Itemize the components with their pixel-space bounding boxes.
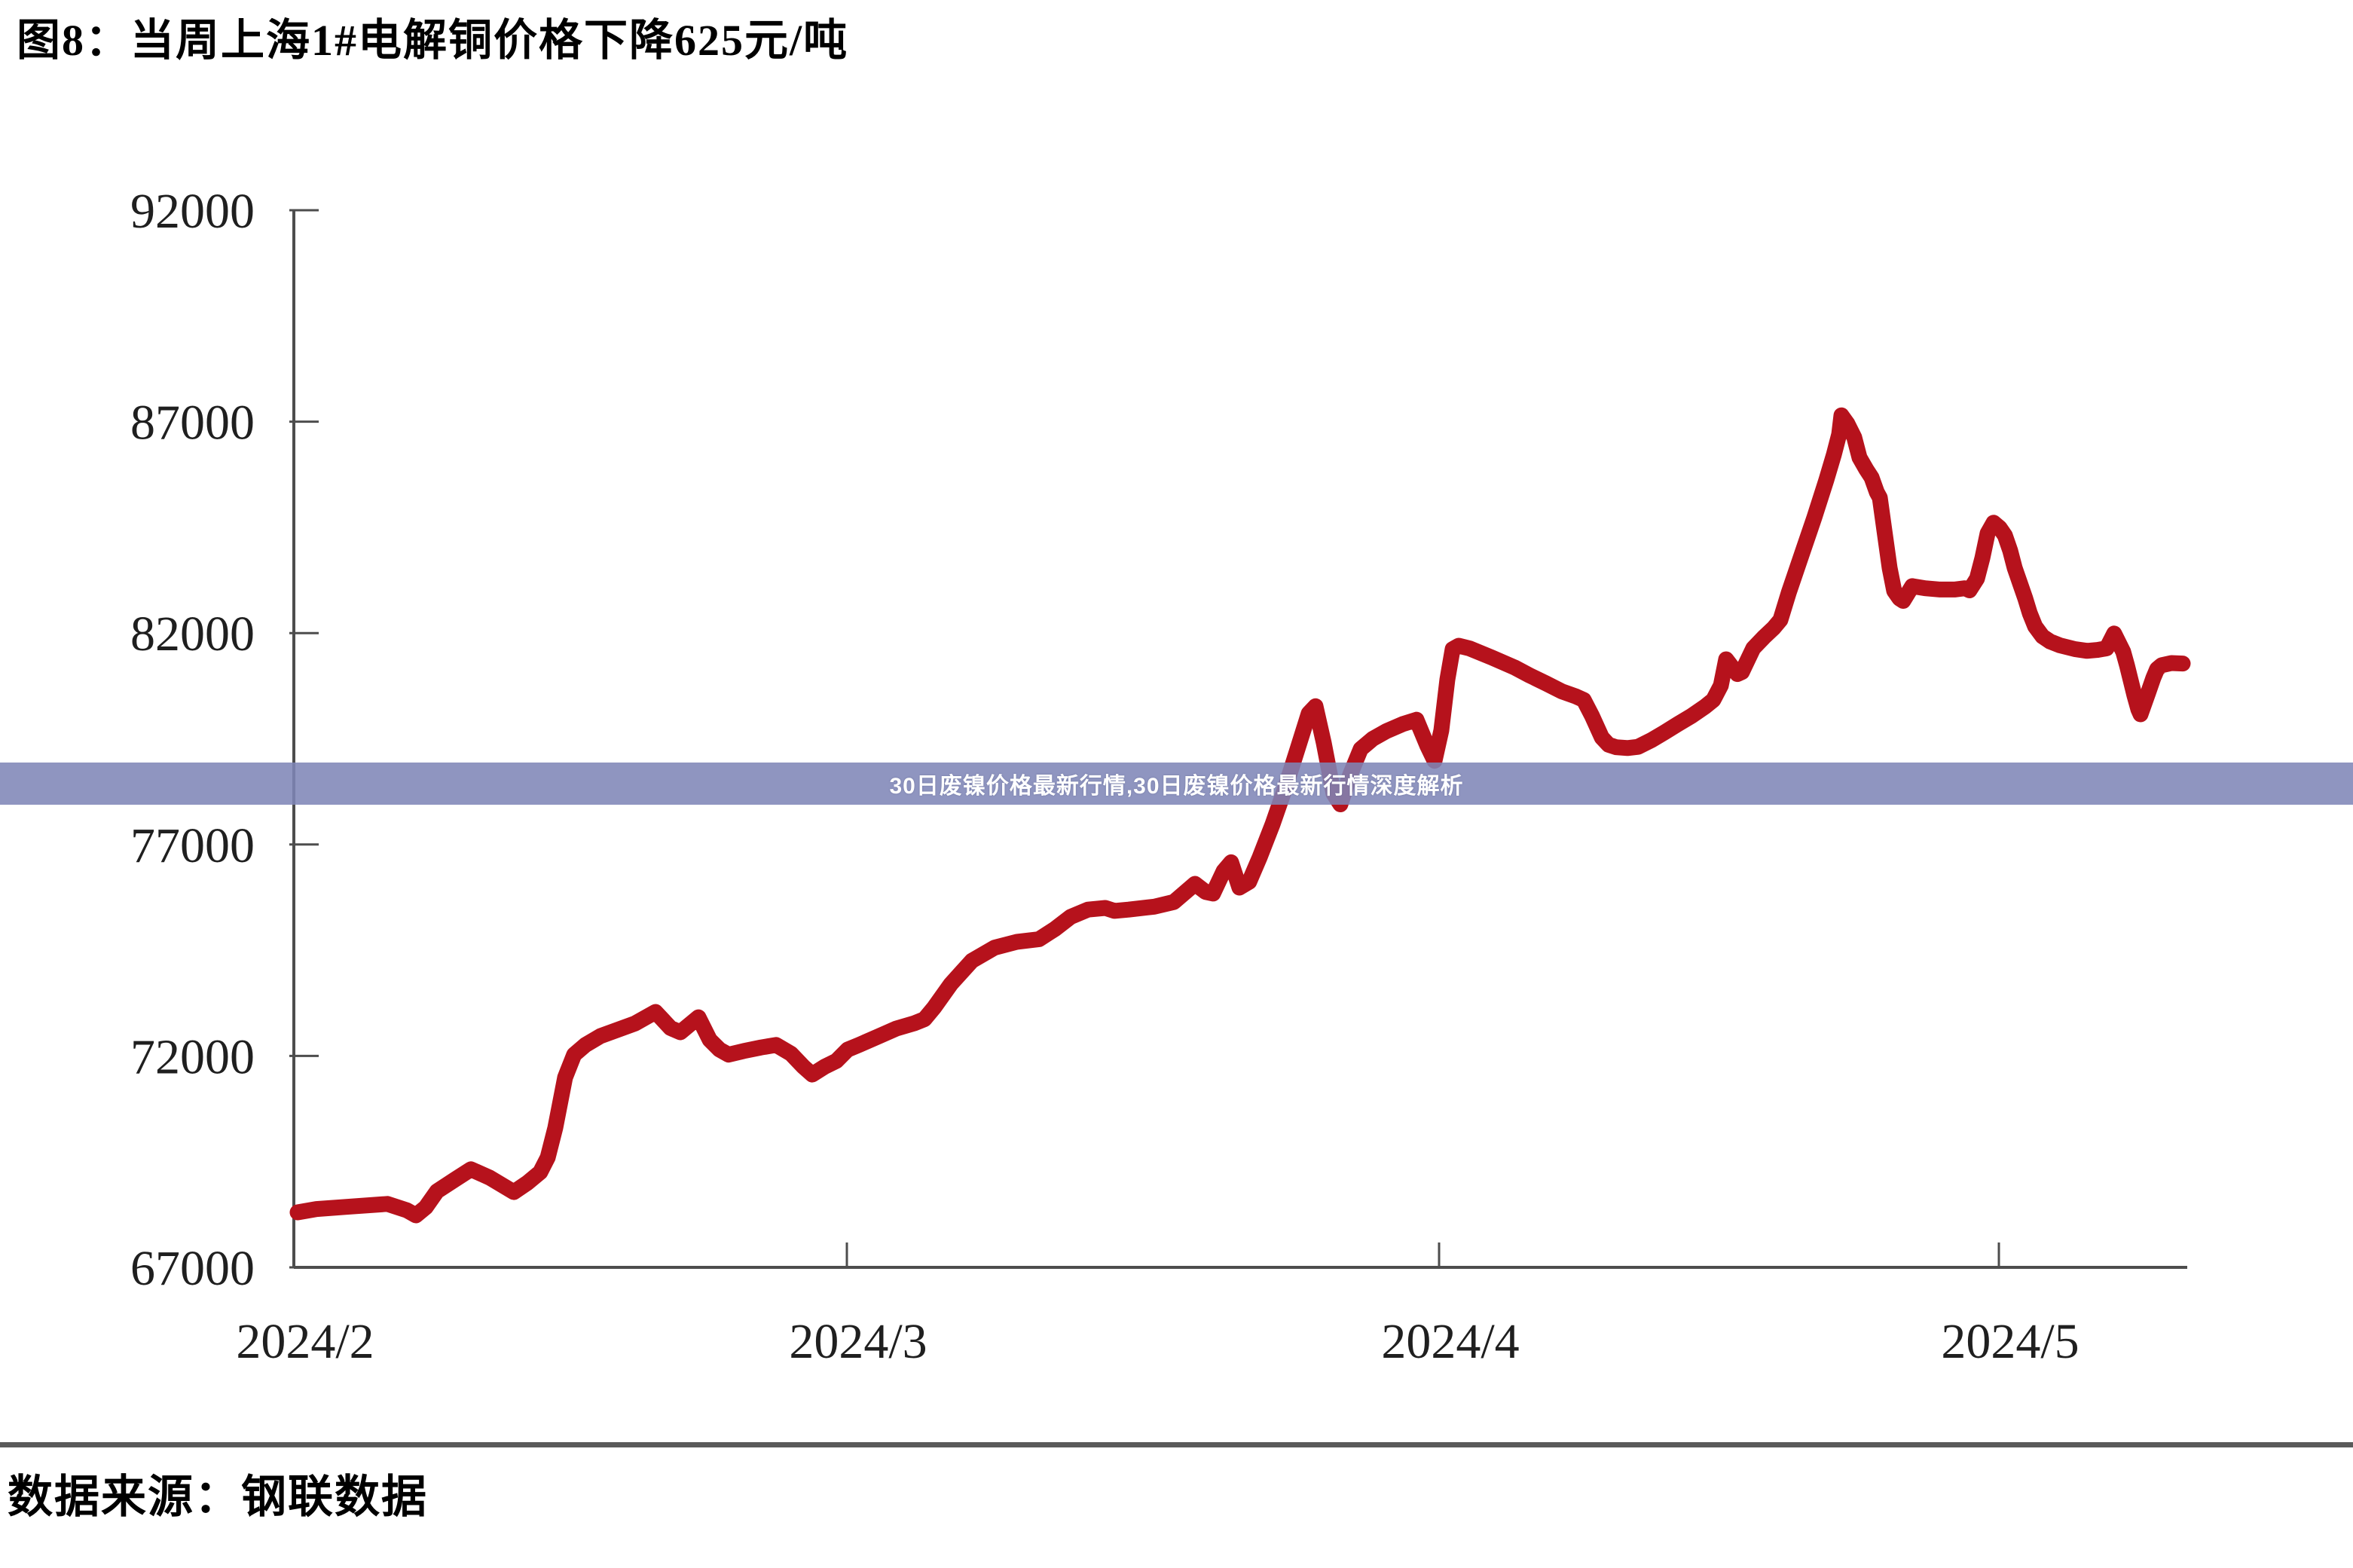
- y-tick-label: 72000: [130, 1029, 255, 1084]
- y-tick-label: 87000: [130, 396, 255, 451]
- overlay-banner: 30日废镍价格最新行情,30日废镍价格最新行情深度解析: [0, 763, 2353, 805]
- x-tick-label: 2024/5: [1941, 1314, 2079, 1369]
- chart-title: 图8：当周上海1#电解铜价格下降625元/吨: [17, 16, 849, 65]
- y-tick-label: 92000: [130, 184, 255, 239]
- x-tick-label: 2024/3: [789, 1314, 927, 1369]
- x-tick-label: 2024/4: [1381, 1314, 1519, 1369]
- y-tick-label: 77000: [130, 818, 255, 873]
- x-tick-label: 2024/2: [236, 1314, 374, 1369]
- price-line: [289, 407, 2191, 1224]
- y-tick-label: 82000: [130, 607, 255, 662]
- data-source-label: 数据来源：钢联数据: [8, 1472, 428, 1522]
- y-tick-label: 67000: [130, 1241, 255, 1296]
- separator-line: [0, 1442, 2353, 1447]
- overlay-banner-text: 30日废镍价格最新行情,30日废镍价格最新行情深度解析: [889, 774, 1464, 799]
